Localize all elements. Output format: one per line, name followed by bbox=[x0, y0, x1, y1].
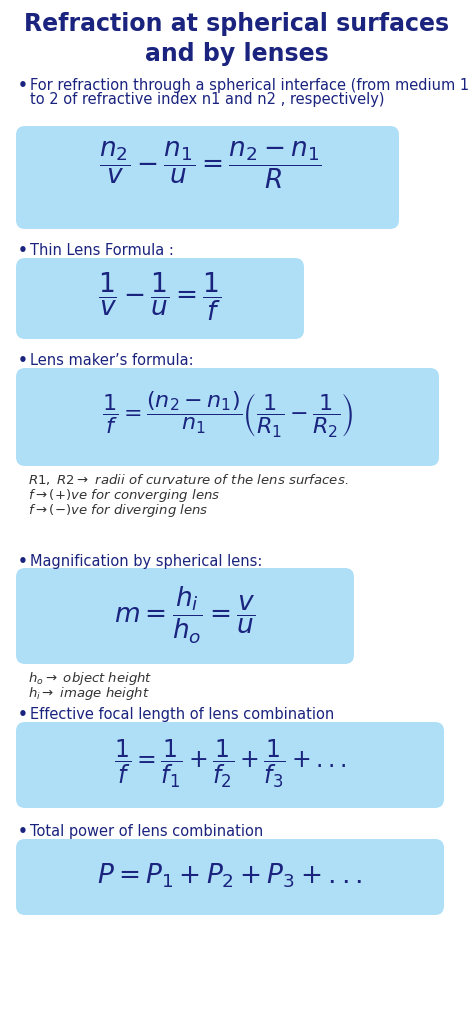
Text: $h_o\rightarrow$ object height: $h_o\rightarrow$ object height bbox=[28, 670, 153, 687]
Text: and by lenses: and by lenses bbox=[145, 42, 329, 66]
Text: •: • bbox=[18, 353, 28, 368]
Text: Total power of lens combination: Total power of lens combination bbox=[30, 824, 263, 839]
Text: •: • bbox=[18, 707, 28, 722]
FancyBboxPatch shape bbox=[16, 258, 304, 339]
Text: Magnification by spherical lens:: Magnification by spherical lens: bbox=[30, 554, 263, 570]
Text: $R1,\ R2 \rightarrow$ radii of curvature of the lens surfaces.: $R1,\ R2 \rightarrow$ radii of curvature… bbox=[28, 472, 348, 487]
Text: $m = \dfrac{h_i}{h_o} = \dfrac{v}{u}$: $m = \dfrac{h_i}{h_o} = \dfrac{v}{u}$ bbox=[114, 584, 255, 646]
FancyBboxPatch shape bbox=[16, 839, 444, 915]
FancyBboxPatch shape bbox=[16, 126, 399, 229]
Text: $f\rightarrow(-)ve$ for diverging lens: $f\rightarrow(-)ve$ for diverging lens bbox=[28, 502, 209, 519]
Text: to 2 of refractive index n1 and n2 , respectively): to 2 of refractive index n1 and n2 , res… bbox=[30, 91, 384, 107]
Text: $f\rightarrow(+)ve$ for converging lens: $f\rightarrow(+)ve$ for converging lens bbox=[28, 487, 220, 504]
Text: For refraction through a spherical interface (from medium 1: For refraction through a spherical inter… bbox=[30, 78, 469, 93]
Text: Refraction at spherical surfaces: Refraction at spherical surfaces bbox=[25, 12, 449, 36]
Text: •: • bbox=[18, 243, 28, 258]
FancyBboxPatch shape bbox=[16, 368, 439, 466]
Text: $\dfrac{1}{v} - \dfrac{1}{u} = \dfrac{1}{f}$: $\dfrac{1}{v} - \dfrac{1}{u} = \dfrac{1}… bbox=[98, 270, 222, 323]
Text: $h_i\rightarrow$ image height: $h_i\rightarrow$ image height bbox=[28, 685, 150, 702]
Text: $\dfrac{1}{f} = \dfrac{(n_2-n_1)}{n_1} \left(\dfrac{1}{R_1} - \dfrac{1}{R_2}\rig: $\dfrac{1}{f} = \dfrac{(n_2-n_1)}{n_1} \… bbox=[102, 390, 354, 440]
FancyBboxPatch shape bbox=[16, 722, 444, 808]
Text: •: • bbox=[18, 78, 28, 93]
Text: Lens maker’s formula:: Lens maker’s formula: bbox=[30, 353, 193, 368]
Text: •: • bbox=[18, 554, 28, 570]
Text: $\dfrac{1}{f} = \dfrac{1}{f_1} + \dfrac{1}{f_2} + \dfrac{1}{f_3} + ...$: $\dfrac{1}{f} = \dfrac{1}{f_1} + \dfrac{… bbox=[114, 738, 346, 791]
Text: •: • bbox=[18, 824, 28, 839]
Text: Effective focal length of lens combination: Effective focal length of lens combinati… bbox=[30, 707, 334, 722]
Text: $\dfrac{n_2}{v} - \dfrac{n_1}{u} = \dfrac{n_2-n_1}{R}$: $\dfrac{n_2}{v} - \dfrac{n_1}{u} = \dfra… bbox=[99, 139, 321, 191]
Text: Thin Lens Formula :: Thin Lens Formula : bbox=[30, 243, 174, 258]
FancyBboxPatch shape bbox=[16, 568, 354, 664]
Text: $P = P_1 + P_2 + P_3 + ...$: $P = P_1 + P_2 + P_3 + ...$ bbox=[97, 861, 363, 890]
